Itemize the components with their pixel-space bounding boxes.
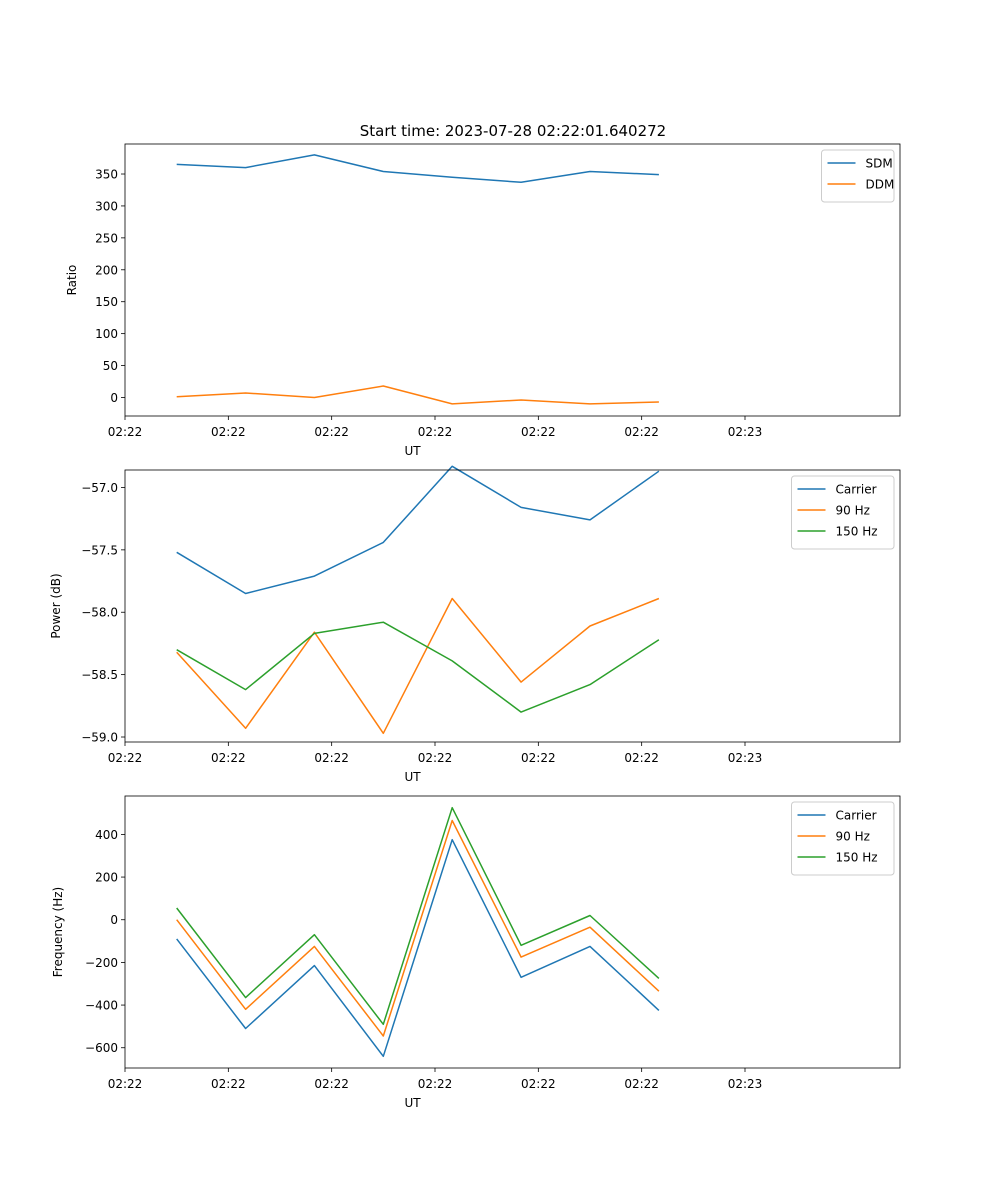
power-axes-frame [124,469,901,743]
frequency-y-tick-label: −400 [85,999,118,1013]
power-y-axis-label: Power (dB) [49,573,63,638]
frequency-y-tick-label: −600 [85,1041,118,1055]
ratio-y-tick-label: 100 [95,327,118,341]
ratio-series-sdm-line [176,154,659,184]
ratio-x-axis-label: UT [404,444,421,458]
ratio-legend: SDM DDM [821,149,895,203]
figure-title: Start time: 2023-07-28 02:22:01.640272 [360,122,666,140]
ratio-axes-frame [124,143,901,417]
frequency-axes-frame [124,795,901,1069]
frequency-series-150-hz-line [176,806,660,1026]
ratio-y-tick-label: 200 [95,263,118,277]
frequency-series-90-hz-line [176,819,660,1037]
frequency-y-tick-label: 400 [95,828,118,842]
power-y-tick-label: −59.0 [81,731,118,745]
power-panel: 02:22 02:22 02:22 02:22 02:22 02:22 02:23 −59.0… [49,465,901,784]
ratio-series-ddm-line [176,385,659,405]
ratio-y-tick-label: 250 [95,231,118,245]
frequency-series-carrier-line [176,838,660,1058]
frequency-x-tick-label: 02:22 [211,1077,246,1091]
frequency-legend-label: 90 Hz [836,830,870,844]
ratio-x-tick-label: 02:23 [728,425,763,439]
power-y-tick-label: −57.0 [81,481,118,495]
power-y-tick-label: −58.5 [81,668,118,682]
frequency-x-axis-label: UT [404,1096,421,1110]
power-x-tick-label: 02:22 [521,751,556,765]
power-series-90-hz-line [176,597,660,735]
power-x-tick-label: 02:22 [624,751,659,765]
ratio-y-axis-label: Ratio [65,265,79,296]
power-x-tick-label: 02:23 [728,751,763,765]
power-legend-label: 150 Hz [836,525,878,539]
power-legend-label: Carrier [836,483,877,497]
frequency-legend: Carrier 90 Hz 150 Hz [791,801,895,876]
power-y-tick-label: −57.5 [81,543,118,557]
ratio-x-tick-label: 02:22 [521,425,556,439]
ratio-legend-label: SDM [866,157,893,171]
frequency-x-tick-label: 02:22 [108,1077,143,1091]
ratio-x-tick-label: 02:22 [211,425,246,439]
frequency-x-tick-label: 02:22 [624,1077,659,1091]
frequency-x-tick-label: 02:23 [728,1077,763,1091]
power-y-tick-label: −58.0 [81,606,118,620]
frequency-y-tick-label: −200 [85,956,118,970]
power-legend: Carrier 90 Hz 150 Hz [791,475,895,550]
ratio-x-tick-label: 02:22 [108,425,143,439]
ratio-y-tick-label: 350 [95,168,118,182]
frequency-y-tick-label: 200 [95,871,118,885]
frequency-panel: 02:22 02:22 02:22 02:22 02:22 02:22 02:23 −600 −… [51,795,901,1110]
frequency-x-tick-label: 02:22 [521,1077,556,1091]
frequency-x-tick-label: 02:22 [418,1077,453,1091]
power-x-tick-label: 02:22 [108,751,143,765]
frequency-legend-label: Carrier [836,809,877,823]
power-x-tick-label: 02:22 [418,751,453,765]
ratio-y-tick-label: 150 [95,295,118,309]
frequency-y-tick-label: 0 [110,913,118,927]
power-x-axis-label: UT [404,770,421,784]
power-x-tick-label: 02:22 [314,751,349,765]
ratio-x-tick-label: 02:22 [314,425,349,439]
power-series-carrier-line [176,465,660,595]
ratio-y-tick-label: 300 [95,199,118,213]
ratio-panel: 02:22 02:22 02:22 02:22 02:22 02:22 02:23 0 50 10… [65,143,901,458]
ratio-x-tick-label: 02:22 [624,425,659,439]
ratio-legend-label: DDM [866,178,895,192]
ratio-y-tick-label: 50 [103,359,118,373]
ratio-y-tick-label: 0 [110,391,118,405]
frequency-x-tick-label: 02:22 [314,1077,349,1091]
power-x-tick-label: 02:22 [211,751,246,765]
ratio-x-tick-label: 02:22 [418,425,453,439]
power-legend-label: 90 Hz [836,504,870,518]
frequency-y-axis-label: Frequency (Hz) [51,887,65,978]
frequency-legend-label: 150 Hz [836,851,878,865]
power-series-150-hz-line [176,621,660,713]
